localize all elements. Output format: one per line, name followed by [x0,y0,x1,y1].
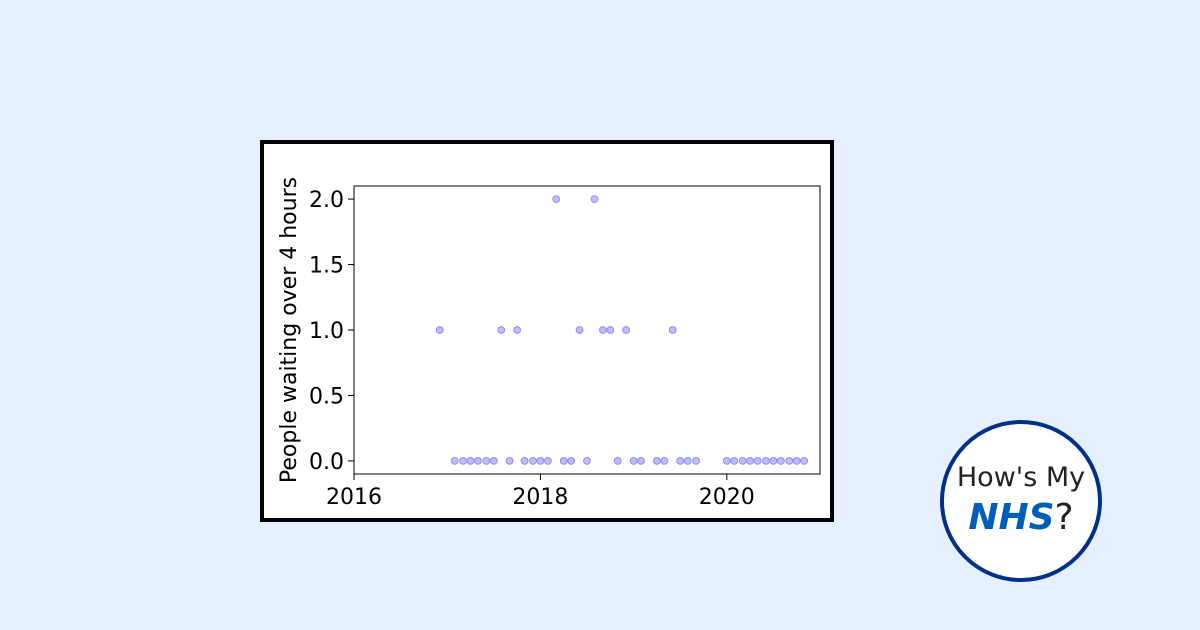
data-point [762,457,770,465]
data-point [637,457,645,465]
data-point [792,457,801,465]
data-point [722,457,731,465]
data-point [692,457,700,465]
logo-question-mark: ? [1054,496,1074,538]
logo-wordmark: NHS? [968,495,1073,540]
data-point [606,326,615,334]
x-tick-label: 2018 [512,485,568,510]
data-point [769,457,778,465]
data-point [575,326,584,334]
data-point [730,457,739,465]
data-point [668,326,677,334]
data-point [622,326,631,334]
plot-area [353,185,821,475]
data-point [505,457,514,465]
y-tick-label: 1.0 [309,319,344,344]
data-point [559,457,568,465]
logo-tagline: How's My [956,462,1086,494]
data-point [590,195,599,203]
data-point [629,457,638,465]
data-point [552,195,561,203]
data-point [466,457,475,465]
data-point [660,457,669,465]
y-tick-label: 1.5 [309,254,344,279]
data-point [598,326,607,334]
y-axis-label: People waiting over 4 hours [277,177,302,483]
data-point [489,457,498,465]
data-point [753,457,762,465]
data-point [497,326,506,334]
y-tick-label: 0.0 [309,450,344,475]
data-point [474,457,482,465]
y-tick-label: 2.0 [309,188,344,213]
data-point [543,457,552,465]
chart-frame: 0.0 0.5 1.0 1.5 2.0 2016 2018 2020 People waitin… [260,140,834,522]
data-point [613,457,622,465]
data-point [785,457,794,465]
data-point [482,457,491,465]
logo-nhs-text: NHS [968,496,1055,538]
scatter-chart: 0.0 0.5 1.0 1.5 2.0 2016 2018 2020 People waitin… [277,177,821,510]
data-point [459,457,467,465]
x-tick-label: 2020 [699,485,755,510]
x-tick-label: 2016 [326,485,382,510]
data-point [746,457,755,465]
data-point [520,457,529,465]
data-point [683,457,692,465]
data-point [513,326,522,334]
data-point [800,457,809,465]
data-point [653,457,661,465]
data-point [435,326,444,334]
data-point [676,457,685,465]
data-point [536,457,545,465]
data-point [776,457,785,465]
hows-my-nhs-logo[interactable]: How's My NHS? [940,420,1102,582]
data-point [738,457,747,465]
data-point [567,457,576,465]
data-point [583,457,591,465]
data-point [450,457,459,465]
y-tick-label: 0.5 [309,384,344,409]
data-point [529,457,537,465]
